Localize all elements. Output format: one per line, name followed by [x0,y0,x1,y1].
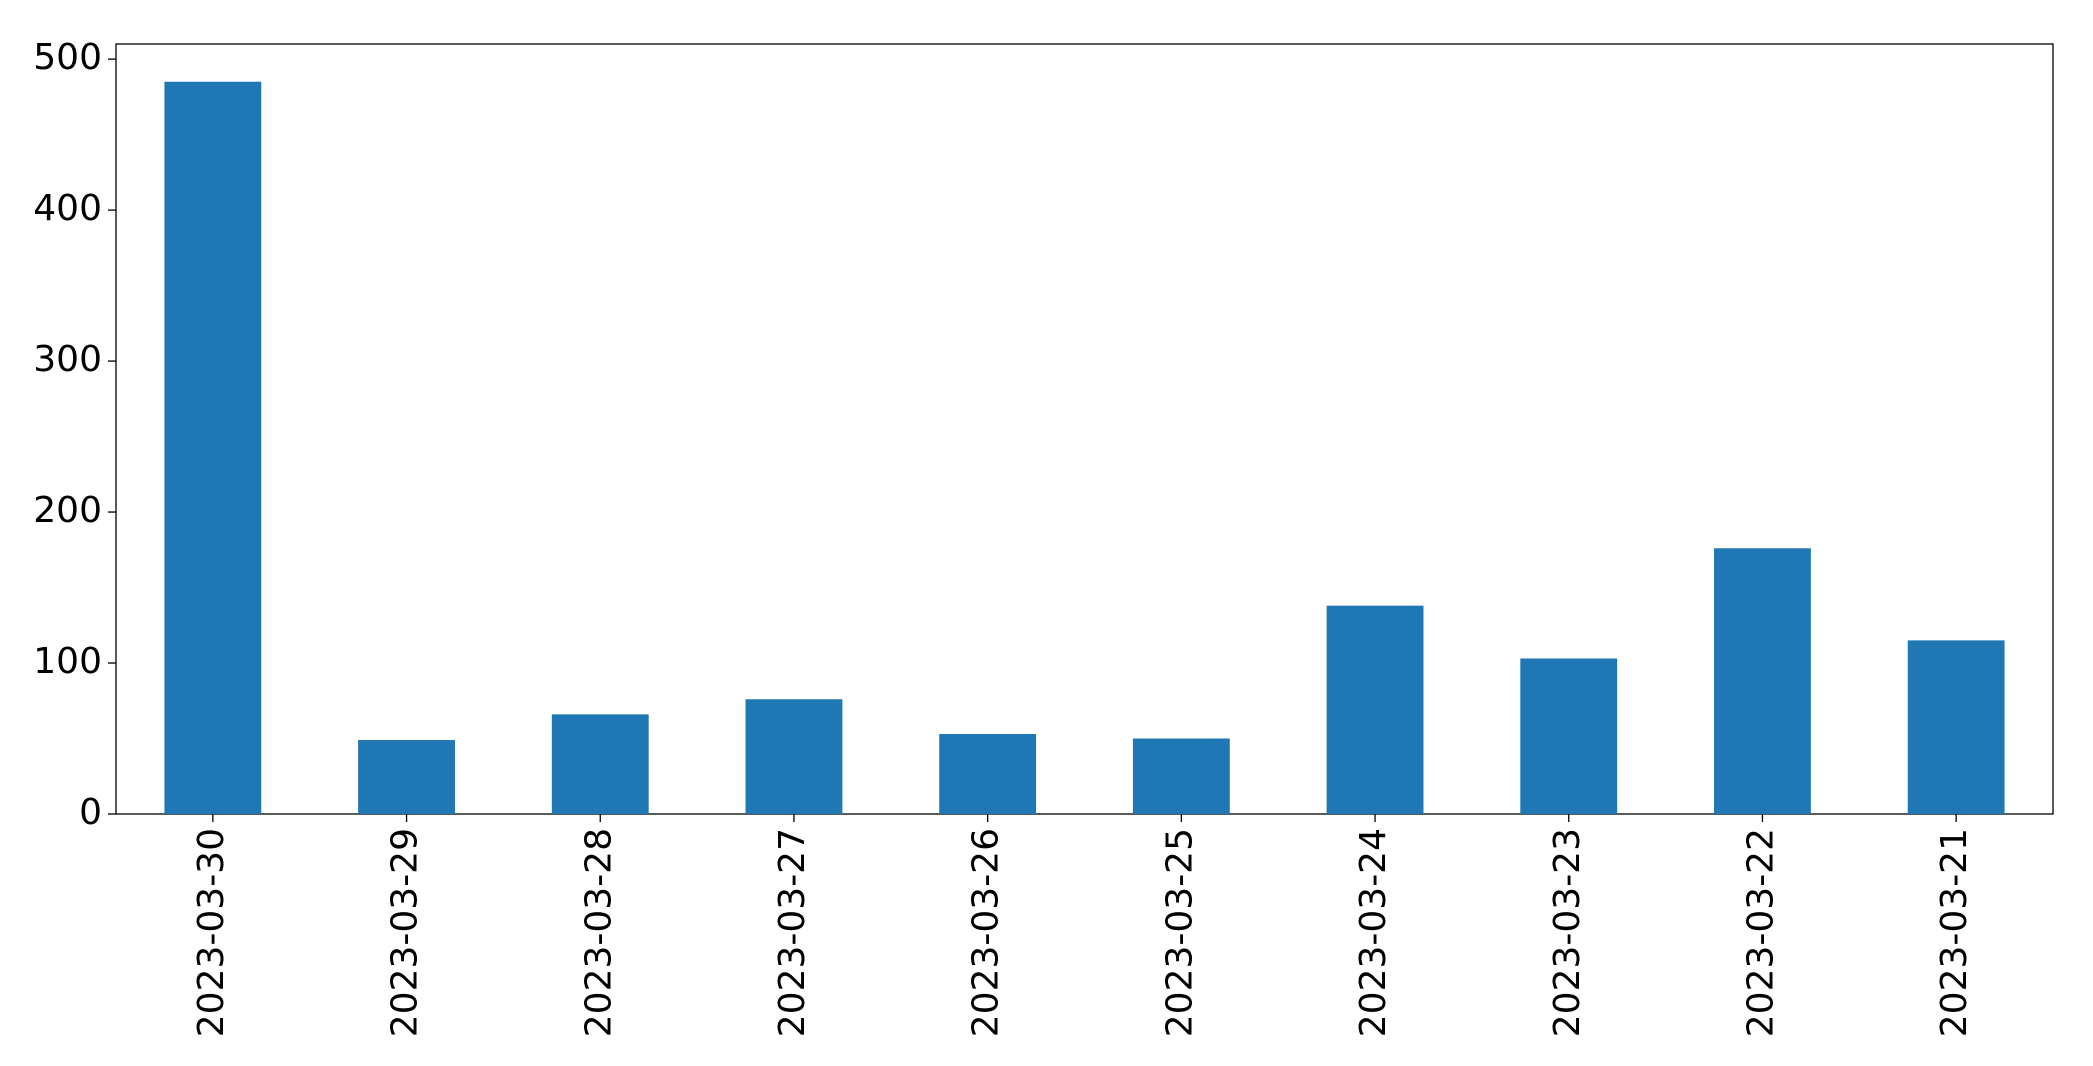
bar [551,714,649,814]
y-tick-label: 100 [33,641,102,682]
bar [939,733,1037,814]
x-tick-label: 2023-03-28 [578,828,619,1037]
x-tick-label: 2023-03-21 [1934,828,1975,1037]
bar [1714,548,1811,814]
x-tick-label: 2023-03-23 [1547,828,1588,1037]
y-tick-label: 0 [79,792,102,833]
bar [1132,738,1230,814]
bar [745,699,843,814]
x-tick-label: 2023-03-22 [1740,828,1781,1037]
bar [1326,605,1424,814]
y-tick-label: 500 [33,37,102,78]
plot-frame [115,43,2054,815]
bar [1520,658,1618,814]
x-tick-label: 2023-03-24 [1353,828,1394,1037]
bar [164,81,262,814]
x-tick-label: 2023-03-25 [1159,828,1200,1037]
y-tick-label: 300 [33,339,102,380]
x-tick-label: 2023-03-29 [385,828,426,1037]
y-tick-label: 200 [33,490,102,531]
x-tick-label: 2023-03-27 [772,828,813,1037]
bar [1907,640,2005,814]
x-tick-label: 2023-03-26 [966,828,1007,1037]
bar [358,740,455,814]
x-tick-label: 2023-03-30 [191,828,232,1037]
y-tick-label: 400 [33,188,102,229]
